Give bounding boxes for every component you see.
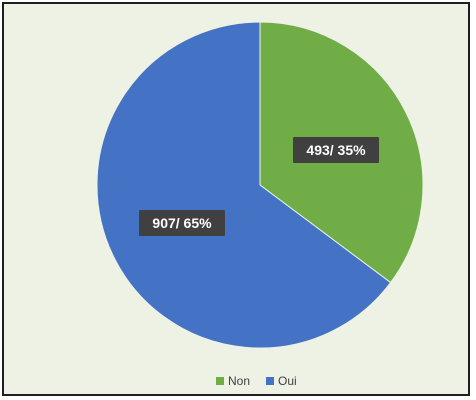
data-label-non-text: 493/ 35%	[306, 142, 366, 158]
data-label-oui-background	[139, 210, 225, 236]
data-label-oui-text: 907/ 65%	[152, 215, 212, 231]
legend: Non Oui	[216, 374, 297, 388]
legend-swatch-non	[216, 377, 224, 385]
pie-slices	[96, 21, 424, 349]
data-label-non-background	[293, 137, 379, 163]
data-label-oui: 907/ 65%	[139, 210, 225, 236]
data-labels: 493/ 35% 907/ 65%	[139, 137, 379, 236]
legend-swatch-oui	[266, 377, 274, 385]
data-label-non: 493/ 35%	[293, 137, 379, 163]
legend-label-non: Non	[228, 374, 250, 388]
legend-label-oui: Oui	[278, 374, 297, 388]
pie-slice-oui	[96, 21, 392, 349]
